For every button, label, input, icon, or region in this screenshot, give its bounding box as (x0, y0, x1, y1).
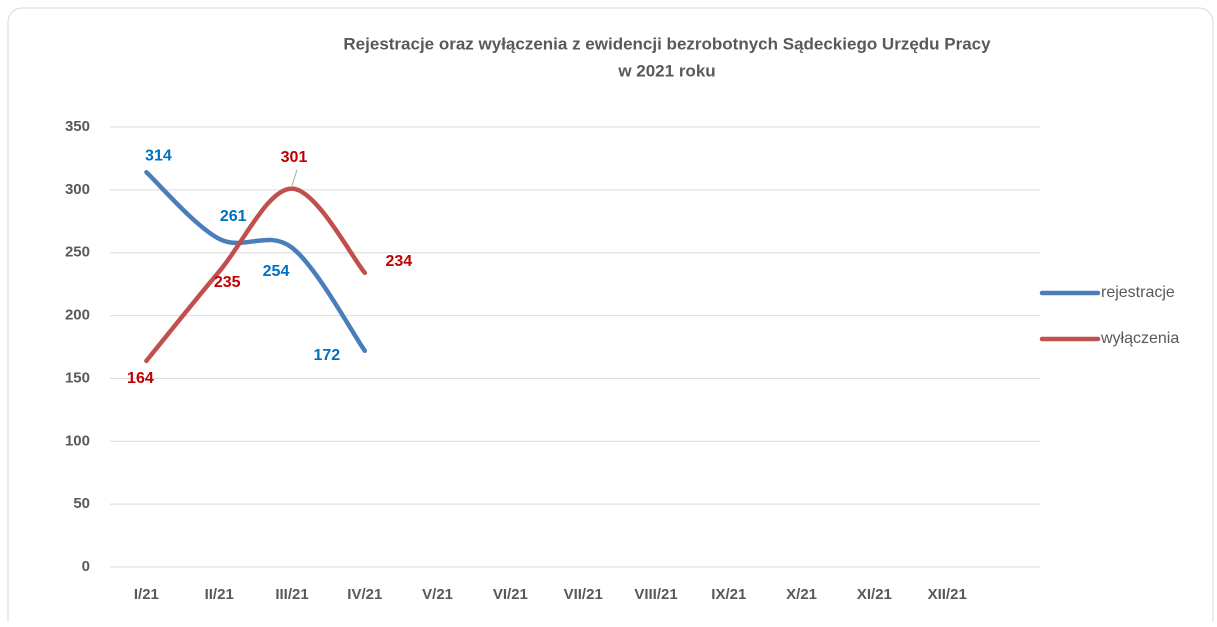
x-tick-label: X/21 (786, 586, 817, 603)
data-label: 234 (385, 253, 412, 270)
y-tick-label: 150 (65, 369, 90, 386)
y-tick-label: 0 (82, 558, 90, 575)
x-tick-label: III/21 (275, 586, 308, 603)
y-tick-label: 350 (65, 118, 90, 135)
y-tick-label: 250 (65, 244, 90, 261)
legend-label: rejestracje (1101, 284, 1175, 301)
x-tick-label: IX/21 (711, 586, 746, 603)
x-tick-label: XII/21 (928, 586, 967, 603)
x-tick-label: XI/21 (857, 586, 892, 603)
data-label: 314 (145, 147, 172, 164)
x-tick-label: IV/21 (347, 586, 382, 603)
leader-line (291, 169, 298, 186)
data-label: 261 (220, 208, 247, 225)
data-label: 235 (214, 274, 241, 291)
x-tick-label: VII/21 (564, 586, 603, 603)
x-tick-label: II/21 (205, 586, 234, 603)
x-tick-label: VIII/21 (634, 586, 677, 603)
data-label: 254 (263, 263, 290, 280)
x-tick-label: VI/21 (493, 586, 528, 603)
y-tick-label: 50 (73, 495, 90, 512)
y-tick-label: 200 (65, 307, 90, 324)
series-line (144, 170, 368, 354)
data-label: 164 (127, 370, 154, 387)
x-tick-label: I/21 (134, 586, 159, 603)
y-tick-label: 300 (65, 181, 90, 198)
x-tick-label: V/21 (422, 586, 453, 603)
data-label: 301 (281, 149, 308, 166)
chart-title: w 2021 roku (617, 61, 715, 80)
legend-label: wyłączenia (1100, 330, 1179, 347)
data-label: 172 (313, 347, 340, 364)
chart-frame (7, 7, 1214, 627)
y-tick-label: 100 (65, 432, 90, 449)
chart-title: Rejestracje oraz wyłączenia z ewidencji … (343, 34, 991, 53)
series-line (144, 186, 368, 364)
